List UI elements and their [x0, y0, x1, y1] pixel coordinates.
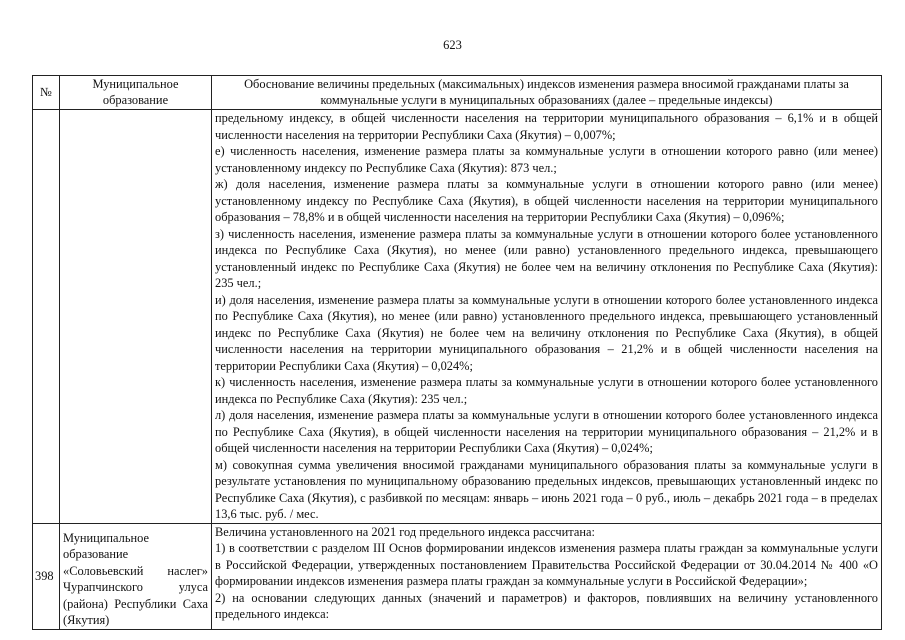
- page-number: 623: [443, 38, 462, 52]
- justification-paragraph: ж) доля населения, изменение размера пла…: [215, 177, 878, 224]
- header-justification: Обоснование величины предельных (максима…: [211, 75, 882, 110]
- row-number: [32, 109, 60, 524]
- table-header-row: № Муниципальное образование Обоснование …: [32, 75, 882, 110]
- row-municipality: [59, 109, 212, 524]
- justification-paragraph: м) совокупная сумма увеличения вносимой …: [215, 457, 878, 522]
- header-number: №: [32, 75, 60, 110]
- municipality-name: [63, 313, 208, 319]
- indices-table: № Муниципальное образование Обоснование …: [32, 75, 882, 631]
- justification-paragraph: к) численность населения, изменение разм…: [215, 375, 878, 406]
- justification-paragraph: л) доля населения, изменение размера пла…: [215, 408, 878, 455]
- header-municipality: Муниципальное образование: [59, 75, 212, 110]
- table-row: 398 Муниципальное образование «Соловьевск…: [32, 522, 882, 631]
- municipality-name: Муниципальное образование «Соловьевский …: [63, 530, 208, 628]
- justification-paragraph: е) численность населения, изменение разм…: [215, 144, 878, 175]
- justification-paragraph: з) численность населения, изменение разм…: [215, 226, 878, 291]
- justification-paragraph: 2) на основании следующих данных (значен…: [215, 590, 878, 622]
- row-number: 398: [32, 522, 60, 631]
- table-row: предельному индексу, в общей численности…: [32, 109, 882, 524]
- justification-paragraph: 1) в соответствии с разделом III Основ ф…: [215, 541, 878, 588]
- row-justification: Величина установленного на 2021 год пред…: [211, 522, 882, 631]
- justification-paragraph: Величина установленного на 2021 год пред…: [215, 524, 595, 539]
- row-justification: предельному индексу, в общей численности…: [211, 109, 882, 524]
- justification-paragraph: и) доля населения, изменение размера пла…: [215, 292, 878, 373]
- row-municipality: Муниципальное образование «Соловьевский …: [59, 522, 212, 631]
- justification-paragraph: предельному индексу, в общей численности…: [215, 111, 878, 142]
